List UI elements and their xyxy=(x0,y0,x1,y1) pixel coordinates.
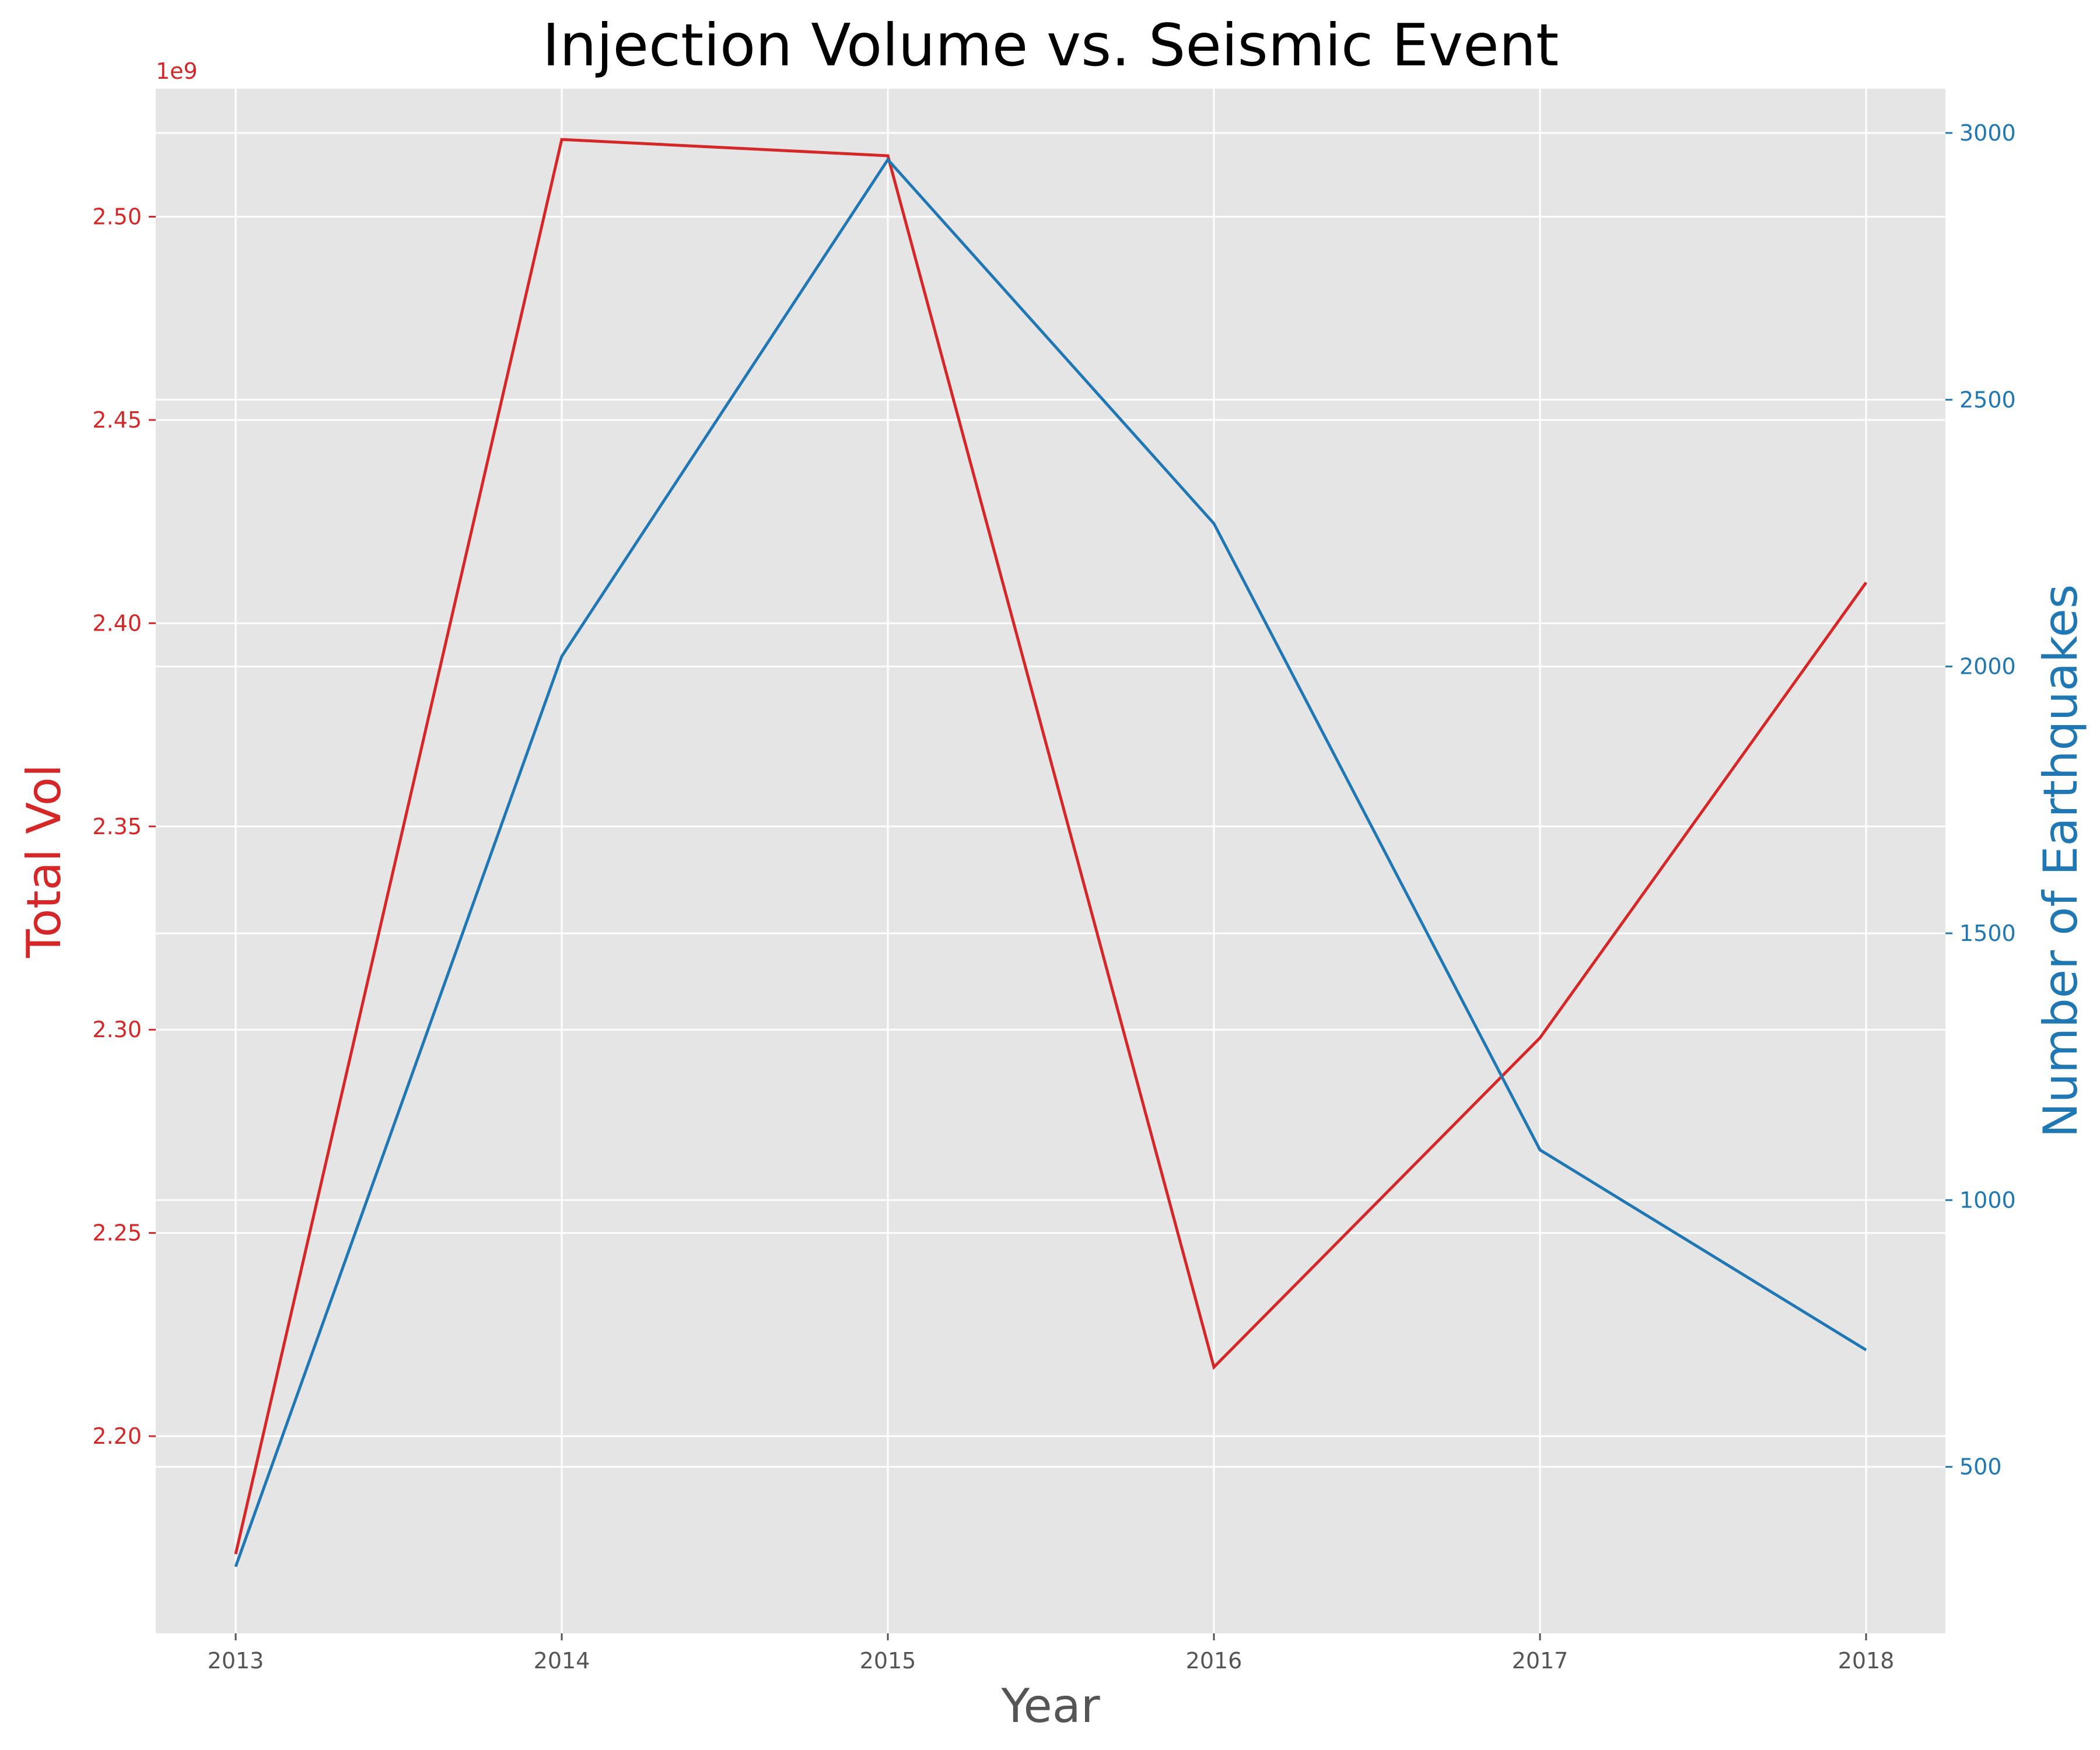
left-tick-label: 2.50 xyxy=(92,204,142,230)
right-tick-label: 2000 xyxy=(1959,654,2016,680)
right-tick-label: 2500 xyxy=(1959,387,2016,412)
x-tick-label: 2014 xyxy=(534,1648,590,1674)
left-axis-label: Total Vol xyxy=(17,764,71,958)
right-tick-label: 3000 xyxy=(1959,120,2016,146)
total-vol-point xyxy=(1866,582,1867,583)
earthquakes-line xyxy=(234,157,1867,1567)
axes-layer: 2013 2014 2015 2016 2017 2018 2.20 2.25 2.30 2.35… xyxy=(92,120,2015,1674)
left-tick-label: 2.20 xyxy=(92,1423,142,1449)
grid xyxy=(156,89,1945,1633)
left-tick-label: 2.25 xyxy=(92,1220,142,1246)
right-tick-label: 1500 xyxy=(1959,921,2016,946)
x-tick-label: 2018 xyxy=(1838,1648,1895,1674)
x-tick-label: 2015 xyxy=(860,1648,916,1674)
total-vol-line xyxy=(234,138,1868,1555)
plot-area xyxy=(156,89,1945,1633)
x-tick-label: 2016 xyxy=(1186,1648,1242,1674)
chart-title: Injection Volume vs. Seismic Event xyxy=(542,11,1559,79)
x-axis-label: Year xyxy=(1000,1679,1100,1733)
right-tick-label: 500 xyxy=(1959,1454,2002,1480)
x-tick-label: 2013 xyxy=(208,1648,264,1674)
right-axis-label: Number of Earthquakes xyxy=(2034,584,2088,1138)
x-tick-label: 2017 xyxy=(1512,1648,1569,1674)
left-axis-offset-text: 1e9 xyxy=(156,58,198,84)
series-layer xyxy=(234,138,1868,1567)
left-tick-label: 2.40 xyxy=(92,610,142,636)
left-tick-label: 2.35 xyxy=(92,814,142,839)
left-tick-label: 2.45 xyxy=(92,407,142,433)
right-tick-label: 1000 xyxy=(1959,1187,2016,1213)
left-tick-label: 2.30 xyxy=(92,1017,142,1042)
